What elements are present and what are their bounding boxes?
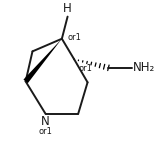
Text: NH₂: NH₂ xyxy=(132,61,155,74)
Text: or1: or1 xyxy=(39,127,53,136)
Polygon shape xyxy=(23,39,62,83)
Text: or1: or1 xyxy=(78,64,92,73)
Text: H: H xyxy=(63,2,72,15)
Text: N: N xyxy=(41,115,50,128)
Text: or1: or1 xyxy=(68,33,82,42)
